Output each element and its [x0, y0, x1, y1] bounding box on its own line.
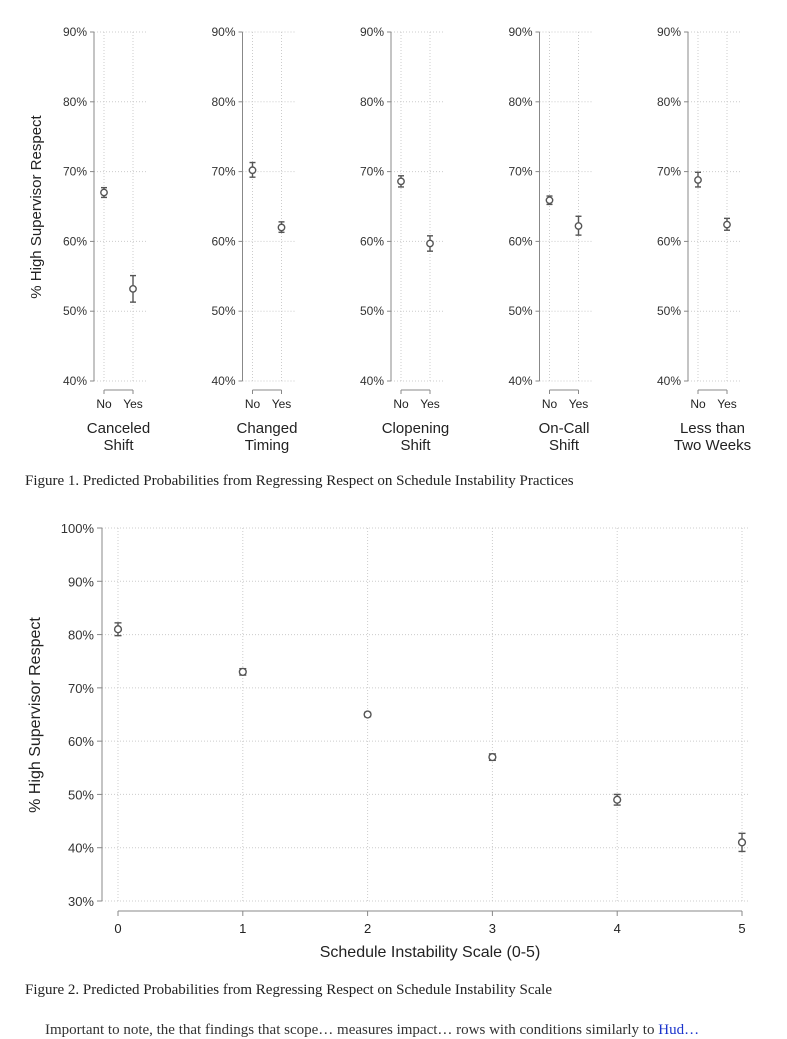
x-tick-label: Yes [123, 397, 143, 411]
y-tick-label: 80% [63, 95, 87, 109]
x-tick-label: No [96, 397, 112, 411]
data-point [129, 284, 137, 293]
y-tick-label: 40% [360, 374, 384, 388]
data-point [277, 223, 286, 232]
y-tick-label: 70% [657, 165, 681, 179]
x-tick-label: 4 [614, 921, 621, 936]
panel-title-line: On-Call [539, 420, 590, 437]
y-tick-label: 80% [360, 95, 384, 109]
y-tick-label: 60% [657, 234, 681, 248]
y-tick-label: 70% [360, 165, 384, 179]
data-point [363, 710, 372, 719]
figure-2-chart: 30% 40% 50% 60% 70% 80% 90% 100% 0 1 2 3 4 5 % High Su… [27, 521, 750, 961]
y-tick-label: 70% [63, 165, 87, 179]
y-tick-label: 40% [63, 374, 87, 388]
figure-2-ylabel: % High Supervisor Respect [27, 617, 44, 813]
y-tick-label: 80% [211, 95, 235, 109]
y-tick-label: 50% [508, 304, 532, 318]
data-point [100, 188, 108, 197]
y-tick-label: 40% [657, 374, 681, 388]
y-tick-label: 80% [657, 95, 681, 109]
panel-title-line: Less than [680, 420, 745, 437]
y-tick-label: 100% [61, 521, 95, 536]
y-tick-label: 50% [68, 787, 94, 802]
y-tick-label: 40% [68, 841, 94, 856]
panel-title-line: Two Weeks [674, 437, 751, 454]
y-tick-label: 50% [657, 304, 681, 318]
figure-2-xlabel: Schedule Instability Scale (0-5) [320, 944, 541, 961]
x-tick-label: 5 [738, 921, 745, 936]
data-point [694, 176, 702, 184]
figure-1-ylabel: % High Supervisor Respect [28, 114, 45, 298]
data-point [238, 667, 247, 676]
y-tick-label: 70% [68, 681, 94, 696]
data-point [737, 838, 747, 847]
figure-1-caption: Figure 1. Predicted Probabilities from R… [25, 473, 574, 489]
y-tick-label: 90% [657, 25, 681, 39]
x-tick-label: Yes [420, 397, 440, 411]
y-tick-label: 70% [211, 165, 235, 179]
y-tick-label: 30% [68, 894, 94, 909]
x-tick-label: No [393, 397, 409, 411]
data-point [613, 795, 622, 804]
data-point [113, 625, 123, 634]
data-point [248, 166, 257, 175]
y-tick-label: 90% [68, 574, 94, 589]
y-tick-label: 90% [360, 25, 384, 39]
y-tick-label: 60% [68, 734, 94, 749]
y-tick-label: 90% [508, 25, 532, 39]
data-point [574, 222, 583, 230]
x-tick-label: 3 [489, 921, 496, 936]
y-tick-label: 50% [360, 304, 384, 318]
body-text: Important to note, the that findings tha… [45, 1022, 659, 1038]
y-tick-label: 60% [211, 234, 235, 248]
x-tick-label: 2 [364, 921, 371, 936]
y-tick-label: 40% [211, 374, 235, 388]
panel-title-line: Shift [103, 437, 134, 454]
x-tick-label: Yes [717, 397, 737, 411]
y-tick-label: 50% [211, 304, 235, 318]
data-point [723, 220, 731, 229]
x-tick-label: 0 [114, 921, 121, 936]
panel-title-line: Shift [400, 437, 431, 454]
y-tick-label: 90% [63, 25, 87, 39]
y-tick-label: 80% [68, 628, 94, 643]
y-tick-label: 70% [508, 165, 532, 179]
body-text-fragment: Important to note, the that findings tha… [45, 1022, 699, 1039]
figure-2-caption: Figure 2. Predicted Probabilities from R… [25, 982, 552, 998]
y-tick-label: 80% [508, 95, 532, 109]
panel-title-line: Changed [237, 420, 298, 437]
panel-title-line: Canceled [87, 420, 150, 437]
y-tick-label: 90% [211, 25, 235, 39]
x-tick-label: No [690, 397, 706, 411]
x-tick-label: 1 [239, 921, 246, 936]
data-point [488, 753, 497, 762]
x-tick-label: No [542, 397, 558, 411]
y-tick-label: 60% [360, 234, 384, 248]
y-tick-label: 60% [508, 234, 532, 248]
x-tick-label: No [245, 397, 261, 411]
y-tick-label: 50% [63, 304, 87, 318]
citation-link[interactable]: Hud… [658, 1022, 700, 1038]
data-point [545, 196, 554, 205]
x-tick-label: Yes [272, 397, 292, 411]
panel-title-line: Clopening [382, 420, 450, 437]
panel-title-line: Shift [549, 437, 580, 454]
figure-1-chart: % High Supervisor Respect 40% 50% 60% 70% 80%… [28, 25, 751, 454]
panel-title-line: Timing [245, 437, 289, 454]
y-tick-label: 40% [508, 374, 532, 388]
data-point [397, 177, 405, 186]
y-tick-label: 60% [63, 234, 87, 248]
data-point [426, 239, 434, 248]
x-tick-label: Yes [569, 397, 589, 411]
